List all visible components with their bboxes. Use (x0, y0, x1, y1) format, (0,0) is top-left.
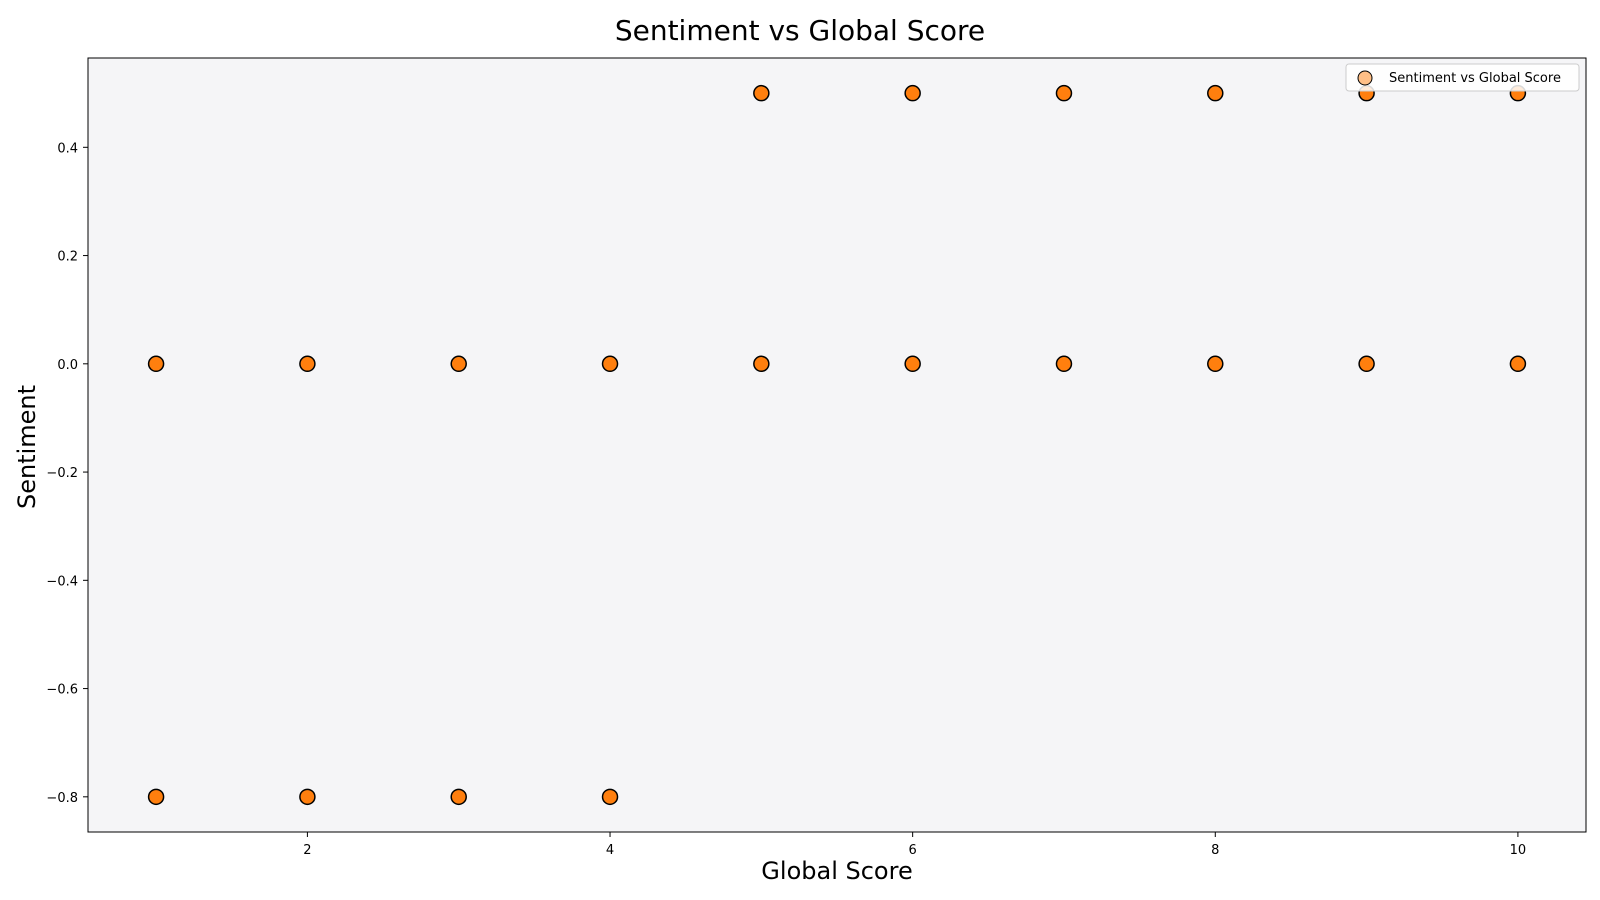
y-axis: −0.8 −0.6 −0.4 −0.2 0.0 0.2 0.4 (46, 141, 88, 806)
data-point (601, 788, 619, 806)
data-point (450, 355, 467, 373)
x-tick-label: 8 (1211, 843, 1219, 858)
x-axis-label: Global Score (761, 857, 912, 885)
data-point (601, 355, 619, 373)
data-point (753, 355, 770, 373)
data-point (450, 788, 467, 806)
y-axis-label: Sentiment (13, 385, 41, 509)
legend-box (1345, 63, 1580, 92)
data-point (1055, 84, 1073, 102)
data-point (299, 788, 316, 806)
x-tick-label: 6 (909, 843, 917, 858)
y-tick-label: 0.4 (57, 141, 78, 156)
data-point (904, 355, 921, 373)
data-point (1207, 355, 1224, 373)
chart-title: Sentiment vs Global Score (615, 14, 985, 47)
legend: Sentiment vs Global Score (1345, 63, 1580, 92)
data-point (147, 788, 165, 806)
data-point (753, 84, 770, 102)
plot-area (87, 57, 1587, 833)
x-axis: 2 4 6 8 10 (303, 832, 1526, 858)
x-tick-label: 4 (606, 843, 614, 858)
y-tick-label: −0.8 (46, 791, 78, 806)
x-tick-label: 10 (1510, 843, 1527, 858)
y-tick-label: −0.6 (46, 683, 78, 698)
data-point (147, 355, 165, 373)
y-tick-label: 0.0 (57, 358, 78, 373)
y-tick-label: 0.2 (57, 250, 78, 265)
data-points (147, 84, 1527, 806)
data-point (1055, 355, 1073, 373)
y-tick-label: −0.4 (46, 574, 78, 589)
data-point (1207, 84, 1224, 102)
data-point (1509, 355, 1527, 373)
legend-label: Sentiment vs Global Score (1389, 71, 1561, 86)
y-tick-label: −0.2 (46, 466, 78, 481)
x-tick-label: 2 (303, 843, 311, 858)
data-point (299, 355, 316, 373)
data-point (904, 84, 921, 102)
legend-marker (1357, 70, 1373, 86)
data-point (1358, 355, 1375, 373)
